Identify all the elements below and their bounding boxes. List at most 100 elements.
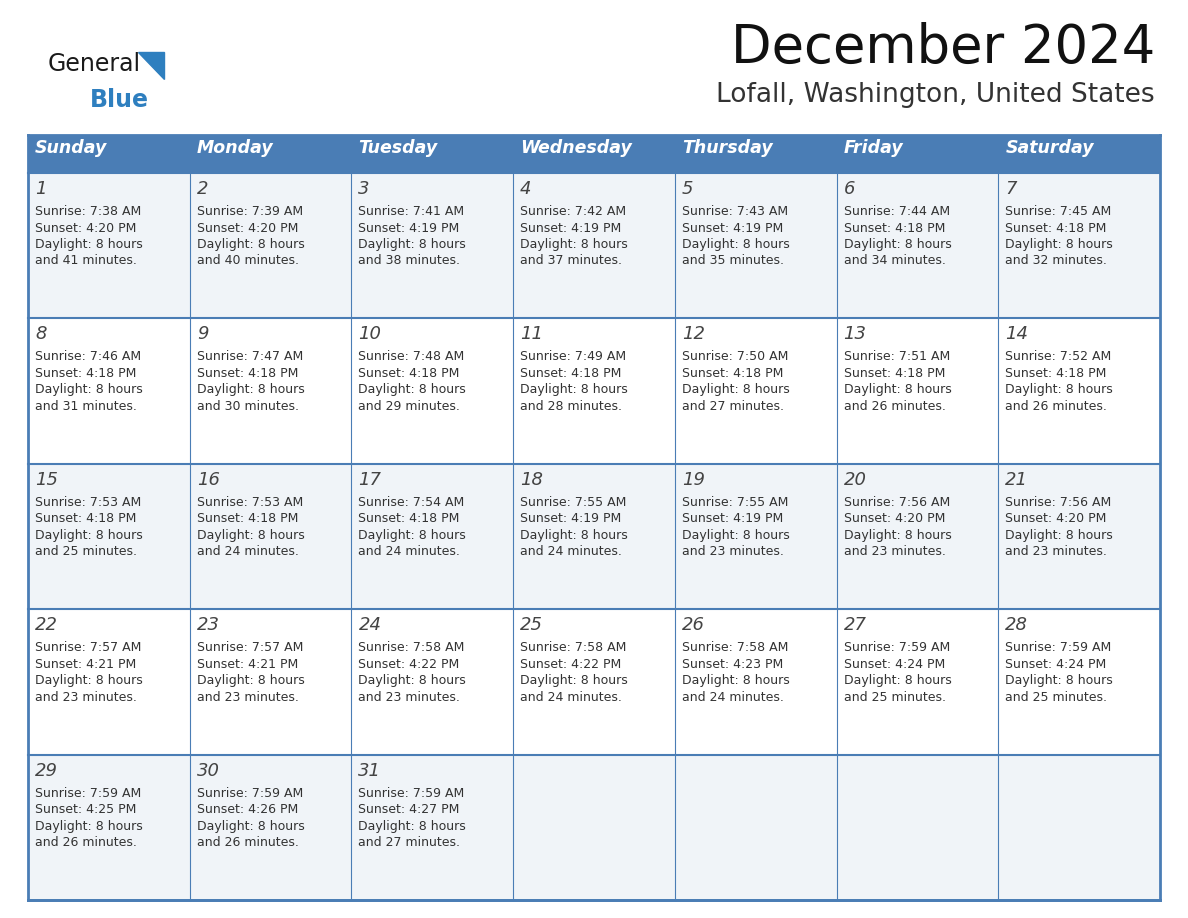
Text: 13: 13 — [843, 325, 866, 343]
Text: Sunrise: 7:49 AM: Sunrise: 7:49 AM — [520, 351, 626, 364]
Text: 9: 9 — [197, 325, 208, 343]
Text: General: General — [48, 52, 141, 76]
Text: Daylight: 8 hours: Daylight: 8 hours — [1005, 384, 1113, 397]
Text: 21: 21 — [1005, 471, 1029, 488]
Text: and 24 minutes.: and 24 minutes. — [682, 690, 784, 704]
Text: Daylight: 8 hours: Daylight: 8 hours — [682, 384, 790, 397]
Bar — [29, 173, 1159, 319]
Text: Sunrise: 7:59 AM: Sunrise: 7:59 AM — [197, 787, 303, 800]
Text: Daylight: 8 hours: Daylight: 8 hours — [197, 674, 304, 688]
Text: and 23 minutes.: and 23 minutes. — [843, 545, 946, 558]
Text: Sunrise: 7:42 AM: Sunrise: 7:42 AM — [520, 205, 626, 218]
Text: and 24 minutes.: and 24 minutes. — [359, 545, 460, 558]
Text: December 2024: December 2024 — [731, 22, 1155, 74]
Text: Sunrise: 7:51 AM: Sunrise: 7:51 AM — [843, 351, 950, 364]
Text: Sunrise: 7:52 AM: Sunrise: 7:52 AM — [1005, 351, 1112, 364]
Text: Daylight: 8 hours: Daylight: 8 hours — [197, 238, 304, 251]
Text: 31: 31 — [359, 762, 381, 779]
Text: and 26 minutes.: and 26 minutes. — [843, 400, 946, 413]
Text: Sunset: 4:18 PM: Sunset: 4:18 PM — [197, 512, 298, 525]
Text: Sunrise: 7:59 AM: Sunrise: 7:59 AM — [359, 787, 465, 800]
Bar — [29, 319, 1159, 464]
Text: and 23 minutes.: and 23 minutes. — [1005, 545, 1107, 558]
Text: Sunset: 4:21 PM: Sunset: 4:21 PM — [197, 657, 298, 671]
Text: Sunset: 4:20 PM: Sunset: 4:20 PM — [843, 512, 944, 525]
Text: Sunrise: 7:59 AM: Sunrise: 7:59 AM — [34, 787, 141, 800]
Text: Sunrise: 7:48 AM: Sunrise: 7:48 AM — [359, 351, 465, 364]
Text: Sunset: 4:21 PM: Sunset: 4:21 PM — [34, 657, 137, 671]
Text: Lofall, Washington, United States: Lofall, Washington, United States — [716, 82, 1155, 108]
Text: Sunset: 4:18 PM: Sunset: 4:18 PM — [843, 367, 944, 380]
Text: and 23 minutes.: and 23 minutes. — [34, 690, 137, 704]
Bar — [29, 755, 1159, 900]
Text: Sunrise: 7:58 AM: Sunrise: 7:58 AM — [682, 641, 788, 655]
Text: Daylight: 8 hours: Daylight: 8 hours — [34, 674, 143, 688]
Text: and 25 minutes.: and 25 minutes. — [34, 545, 137, 558]
Text: and 27 minutes.: and 27 minutes. — [682, 400, 784, 413]
Text: Sunset: 4:24 PM: Sunset: 4:24 PM — [1005, 657, 1106, 671]
Text: and 24 minutes.: and 24 minutes. — [197, 545, 298, 558]
Text: 22: 22 — [34, 616, 58, 634]
Text: Daylight: 8 hours: Daylight: 8 hours — [682, 674, 790, 688]
Text: and 26 minutes.: and 26 minutes. — [34, 836, 137, 849]
Text: 23: 23 — [197, 616, 220, 634]
Text: Daylight: 8 hours: Daylight: 8 hours — [520, 674, 628, 688]
Text: Sunset: 4:19 PM: Sunset: 4:19 PM — [359, 221, 460, 234]
Text: and 40 minutes.: and 40 minutes. — [197, 254, 298, 267]
Text: 24: 24 — [359, 616, 381, 634]
Text: 8: 8 — [34, 325, 46, 343]
Text: 1: 1 — [34, 180, 46, 198]
Text: Sunrise: 7:39 AM: Sunrise: 7:39 AM — [197, 205, 303, 218]
Text: Sunset: 4:20 PM: Sunset: 4:20 PM — [1005, 512, 1107, 525]
Text: 17: 17 — [359, 471, 381, 488]
Text: and 25 minutes.: and 25 minutes. — [1005, 690, 1107, 704]
Text: Daylight: 8 hours: Daylight: 8 hours — [843, 674, 952, 688]
Text: 20: 20 — [843, 471, 866, 488]
Text: Sunrise: 7:54 AM: Sunrise: 7:54 AM — [359, 496, 465, 509]
Text: 7: 7 — [1005, 180, 1017, 198]
Text: Daylight: 8 hours: Daylight: 8 hours — [843, 384, 952, 397]
Text: Sunrise: 7:41 AM: Sunrise: 7:41 AM — [359, 205, 465, 218]
Text: and 23 minutes.: and 23 minutes. — [197, 690, 298, 704]
Text: 12: 12 — [682, 325, 704, 343]
Text: Daylight: 8 hours: Daylight: 8 hours — [197, 384, 304, 397]
Text: Sunset: 4:18 PM: Sunset: 4:18 PM — [34, 367, 137, 380]
Text: Sunset: 4:18 PM: Sunset: 4:18 PM — [359, 367, 460, 380]
Text: and 41 minutes.: and 41 minutes. — [34, 254, 137, 267]
Bar — [29, 464, 1159, 610]
Text: Sunset: 4:18 PM: Sunset: 4:18 PM — [843, 221, 944, 234]
Text: Sunrise: 7:56 AM: Sunrise: 7:56 AM — [1005, 496, 1112, 509]
Text: Sunrise: 7:59 AM: Sunrise: 7:59 AM — [843, 641, 950, 655]
Text: Wednesday: Wednesday — [520, 139, 632, 157]
Text: and 32 minutes.: and 32 minutes. — [1005, 254, 1107, 267]
Text: 27: 27 — [843, 616, 866, 634]
Polygon shape — [138, 52, 164, 79]
Text: Sunset: 4:20 PM: Sunset: 4:20 PM — [34, 221, 137, 234]
Text: and 31 minutes.: and 31 minutes. — [34, 400, 137, 413]
Text: Daylight: 8 hours: Daylight: 8 hours — [359, 384, 466, 397]
Text: Sunrise: 7:56 AM: Sunrise: 7:56 AM — [843, 496, 950, 509]
Text: Sunset: 4:18 PM: Sunset: 4:18 PM — [34, 512, 137, 525]
Text: Thursday: Thursday — [682, 139, 772, 157]
Text: Sunset: 4:18 PM: Sunset: 4:18 PM — [197, 367, 298, 380]
Text: Sunset: 4:19 PM: Sunset: 4:19 PM — [682, 221, 783, 234]
Text: Daylight: 8 hours: Daylight: 8 hours — [34, 820, 143, 833]
Text: Sunrise: 7:43 AM: Sunrise: 7:43 AM — [682, 205, 788, 218]
Text: Sunset: 4:22 PM: Sunset: 4:22 PM — [520, 657, 621, 671]
Text: and 34 minutes.: and 34 minutes. — [843, 254, 946, 267]
Text: Daylight: 8 hours: Daylight: 8 hours — [197, 529, 304, 542]
Text: Daylight: 8 hours: Daylight: 8 hours — [197, 820, 304, 833]
Text: Sunrise: 7:45 AM: Sunrise: 7:45 AM — [1005, 205, 1112, 218]
Text: Daylight: 8 hours: Daylight: 8 hours — [34, 384, 143, 397]
Text: 19: 19 — [682, 471, 704, 488]
Text: 26: 26 — [682, 616, 704, 634]
Text: 6: 6 — [843, 180, 855, 198]
Text: Sunrise: 7:58 AM: Sunrise: 7:58 AM — [359, 641, 465, 655]
Text: Friday: Friday — [843, 139, 903, 157]
Text: Daylight: 8 hours: Daylight: 8 hours — [34, 529, 143, 542]
Text: Daylight: 8 hours: Daylight: 8 hours — [520, 384, 628, 397]
Text: Daylight: 8 hours: Daylight: 8 hours — [682, 238, 790, 251]
Text: Sunset: 4:18 PM: Sunset: 4:18 PM — [359, 512, 460, 525]
Text: and 23 minutes.: and 23 minutes. — [682, 545, 784, 558]
Text: 14: 14 — [1005, 325, 1029, 343]
